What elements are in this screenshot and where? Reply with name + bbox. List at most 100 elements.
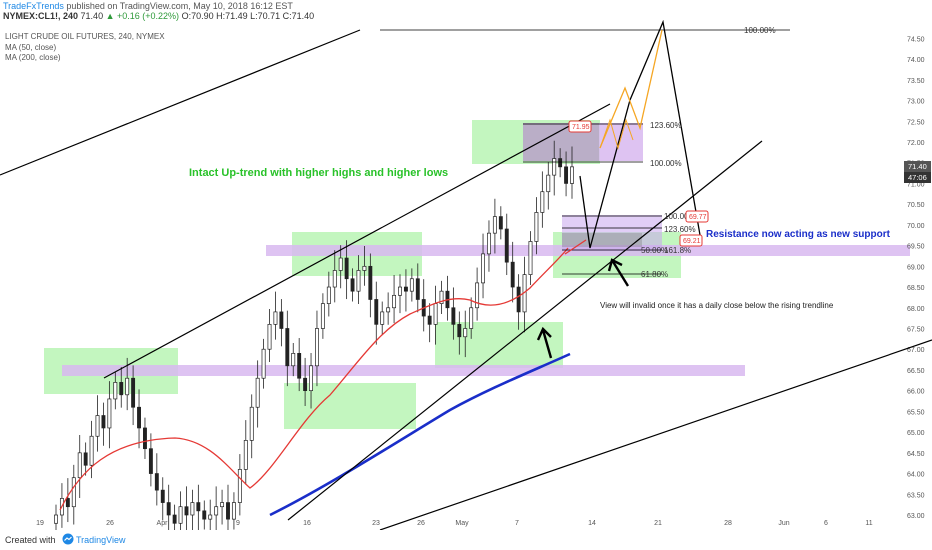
fib-label-100-mid: 100.00% <box>650 159 682 168</box>
candle-body <box>309 365 313 392</box>
candle-body <box>392 294 397 309</box>
y-tick-label: 73.00 <box>907 99 925 106</box>
candle-body <box>226 502 230 520</box>
candle-body <box>172 514 177 524</box>
fib-label-100-lower: 100.00% <box>664 212 696 221</box>
y-tick-label: 68.00 <box>907 306 925 313</box>
ohlc-readout: NYMEX:CL1!, 240 71.40 ▲ +0.16 (+0.22%) O… <box>3 11 314 21</box>
x-tick-label: 6 <box>824 520 828 527</box>
candle-body <box>83 452 88 466</box>
candle-body <box>374 299 379 325</box>
candle-body <box>481 253 485 284</box>
footer: Created with TradingView <box>0 530 932 550</box>
candle-body <box>160 489 165 503</box>
published-info: published on TradingView.com, May 10, 20… <box>66 1 293 11</box>
y-tick-label: 65.50 <box>907 409 925 416</box>
y-tick-label: 72.00 <box>907 140 925 147</box>
candle-body <box>125 377 130 396</box>
candle-body <box>546 174 551 193</box>
y-tick-label: 66.00 <box>907 389 925 396</box>
y-tick-label: 70.00 <box>907 223 925 230</box>
candle-body <box>273 311 278 325</box>
y-tick-label: 72.50 <box>907 119 925 126</box>
x-tick-label: Jun <box>778 520 789 527</box>
badge-6921-box <box>679 234 703 247</box>
candle-body <box>516 286 521 313</box>
y-tick-label: 67.00 <box>907 347 925 354</box>
candle-body <box>65 498 70 508</box>
badge-7195: 71.95 <box>572 124 590 131</box>
candle-body <box>101 415 106 429</box>
fib-label-1618-lower: 161.8% <box>664 246 691 255</box>
candle-body <box>409 278 414 292</box>
candle-body <box>220 502 225 508</box>
candle-body <box>202 510 207 520</box>
candle-body <box>107 398 112 429</box>
arrowhead-up-left <box>607 258 623 272</box>
x-tick-label: 26 <box>417 520 425 527</box>
candle-body <box>534 212 539 242</box>
badge-6921: 69.21 <box>683 238 701 245</box>
candle-body <box>261 348 266 379</box>
candle-body <box>475 282 480 309</box>
y-tick-label: 69.50 <box>907 244 925 251</box>
y-axis[interactable]: 63.00 63.50 64.00 64.50 65.00 65.50 66.00 66.50… <box>907 36 925 520</box>
x-tick-label: 7 <box>515 520 519 527</box>
candle-body <box>492 216 497 234</box>
candle-body <box>255 377 260 408</box>
x-tick-label: Apr <box>157 520 169 527</box>
candle-body <box>119 382 124 396</box>
publisher-name[interactable]: TradeFxTrends <box>3 1 64 11</box>
y-tick-label: 64.50 <box>907 451 925 458</box>
candle-body <box>131 377 136 408</box>
candle-body <box>148 448 153 474</box>
last-price: 71.40 <box>80 11 104 21</box>
level-badges: 71.95 69.77 69.21 <box>568 120 709 247</box>
candle-body <box>487 232 491 255</box>
support-annotation: Resistance now acting as new support <box>706 229 891 240</box>
candle-body <box>77 452 82 479</box>
candle-body <box>504 228 509 263</box>
price-chart[interactable]: 63.00 63.50 64.00 64.50 65.00 65.50 66.00 66.50… <box>0 20 932 530</box>
candle-body <box>291 353 296 367</box>
candle-body <box>243 440 248 470</box>
candle-body <box>297 353 302 379</box>
arrow-red <box>564 239 587 255</box>
x-tick-label: 11 <box>865 520 872 527</box>
y-tick-label: 67.50 <box>907 326 925 333</box>
candle-body <box>564 166 569 184</box>
countdown-box <box>904 172 931 183</box>
candle-body <box>196 502 201 512</box>
candle-body <box>427 315 432 325</box>
candle-body <box>267 323 272 350</box>
candle-body <box>451 307 456 325</box>
arrow-up-lower <box>541 329 553 359</box>
tradingview-link[interactable]: TradingView <box>76 535 126 545</box>
candle-body <box>510 261 515 288</box>
y-tick-label: 73.50 <box>907 78 925 85</box>
instrument-title: LIGHT CRUDE OIL FUTURES, 240, NYMEX <box>5 32 165 41</box>
x-tick-label: 14 <box>588 520 596 527</box>
ma200-legend[interactable]: MA (200, close) <box>5 53 61 62</box>
purple-band-lower <box>62 365 745 376</box>
candle-body <box>214 506 219 516</box>
y-tick-label: 74.50 <box>907 36 925 43</box>
y-tick-label: 74.00 <box>907 57 925 64</box>
y-tick-label: 63.00 <box>907 513 925 520</box>
candle-body <box>433 303 438 325</box>
rising-trendline <box>287 140 763 521</box>
ma50-legend[interactable]: MA (50, close) <box>5 43 57 52</box>
y-tick-label: 70.50 <box>907 202 925 209</box>
x-axis[interactable]: 19 26 Apr 9 16 23 26 May 7 14 21 28 Jun 6 11 <box>36 520 873 527</box>
candle-body <box>113 382 118 400</box>
y-tick-label: 69.00 <box>907 264 925 271</box>
candle-body <box>303 377 308 392</box>
candle-body <box>237 469 242 503</box>
tradingview-logo-icon[interactable] <box>62 533 74 545</box>
x-tick-label: 28 <box>724 520 732 527</box>
last-price-box <box>904 161 931 172</box>
candle-body <box>95 415 100 437</box>
projection-orange <box>599 29 663 149</box>
candle-body <box>498 216 503 230</box>
candles <box>54 140 574 530</box>
